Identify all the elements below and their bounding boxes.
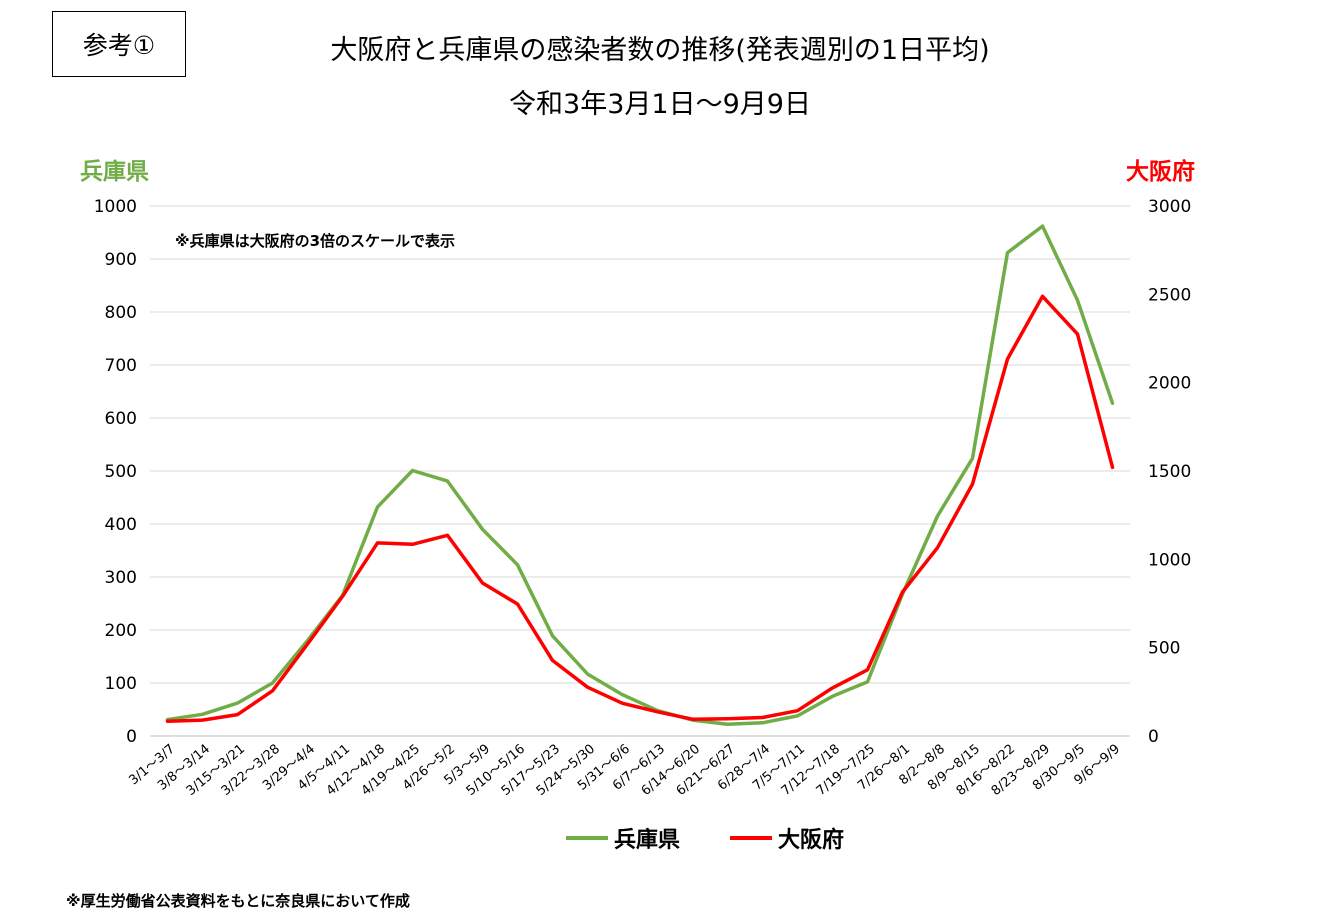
source-note: ※厚生労働省公表資料をもとに奈良県において作成 [66,892,410,910]
chart-title: 大阪府と兵庫県の感染者数の推移(発表週別の1日平均) [330,35,990,66]
right-y-tick-label: 2500 [1148,285,1191,305]
legend-label-osaka: 大阪府 [778,828,845,853]
right-axis-title: 大阪府 [1126,159,1195,185]
right-y-tick-label: 500 [1148,639,1180,659]
reference-label: 参考① [52,11,186,77]
left-y-tick-label: 500 [105,462,137,482]
right-y-tick-label: 0 [1148,727,1159,747]
left-y-tick-label: 300 [105,568,137,588]
left-y-tick-label: 600 [105,409,137,429]
chart-subtitle: 令和3年3月1日～9月9日 [509,89,811,120]
left-y-tick-label: 400 [105,515,137,535]
x-axis-tick-labels: 3/1～3/73/8～3/143/15～3/213/22～3/283/29～4/… [126,742,1123,799]
legend-swatch-osaka [730,836,772,840]
right-y-tick-label: 1500 [1148,462,1191,482]
right-y-axis-ticks: 0 500 1000 1500 2000 2500 3000 [1148,197,1191,747]
legend-label-hyogo: 兵庫県 [614,828,681,853]
legend-item-osaka: 大阪府 [730,822,844,854]
left-y-tick-label: 100 [105,674,137,694]
series-lines [165,224,1115,727]
legend-item-hyogo: 兵庫県 [566,822,680,854]
left-y-tick-label: 800 [105,303,137,323]
left-y-tick-label: 700 [105,356,137,376]
left-y-tick-label: 200 [105,621,137,641]
legend-swatch-hyogo [566,836,608,840]
left-y-axis-ticks: 0 100 200 300 400 500 600 700 800 900 1000 [94,197,137,747]
series-line-osaka [165,294,1115,723]
right-y-tick-label: 3000 [1148,197,1191,217]
scale-note: ※兵庫県は大阪府の3倍のスケールで表示 [175,232,456,250]
left-y-tick-label: 1000 [94,197,137,217]
gridlines [150,205,1130,737]
left-axis-title: 兵庫県 [80,159,149,185]
left-y-tick-label: 0 [126,727,137,747]
left-y-tick-label: 900 [105,250,137,270]
right-y-tick-label: 2000 [1148,374,1191,394]
series-line-hyogo [165,224,1115,727]
right-y-tick-label: 1000 [1148,550,1191,570]
